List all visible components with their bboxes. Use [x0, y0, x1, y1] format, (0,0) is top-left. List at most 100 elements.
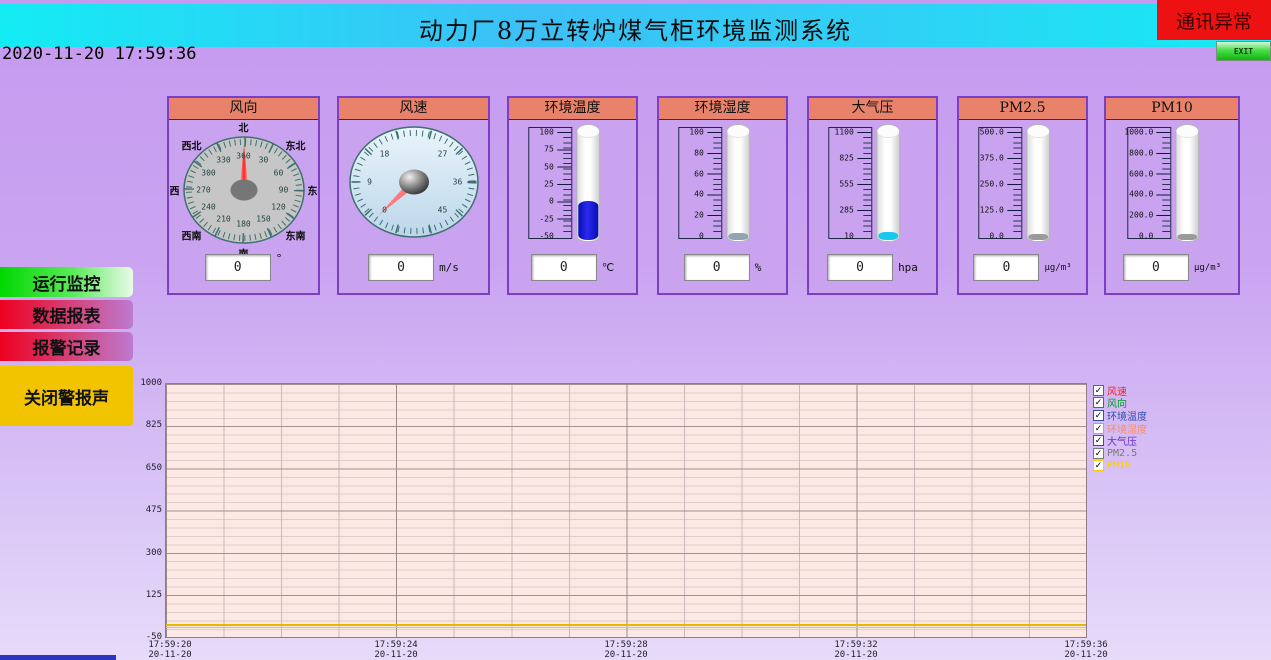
panel-pm25: PM2.5 500.0 375.0 250.0 125.0 0.0 0 μg/m… [957, 96, 1088, 295]
temperature-scale: 100 75 50 25 0 -25 -50 [527, 127, 572, 241]
compass-direction-southwest: 西南 [181, 231, 202, 243]
temperature-value: 0 [530, 254, 597, 281]
legend-item-pm10[interactable]: ✓ PM10 [1093, 460, 1147, 473]
compass-direction-northwest: 西北 [181, 141, 202, 153]
panel-title: 大气压 [809, 98, 936, 120]
humidity-scale: 100 80 60 40 20 0 [677, 127, 722, 241]
pressure-fill [877, 231, 898, 240]
humidity-tube [725, 124, 750, 242]
speed-scale: 9 [367, 177, 372, 187]
panel-wind-direction: 风向 360 30 60 90 120 150 180 210 [167, 96, 320, 295]
compass-direction-east: 东 [307, 186, 318, 198]
pm10-scale: 1000.0 800.0 600.0 400.0 200.0 0.0 [1124, 127, 1172, 241]
y-axis-tick: 125 [145, 590, 162, 600]
wind-direction-compass-gauge: 360 30 60 90 120 150 180 210 240 270 300… [169, 118, 319, 268]
x-axis-tick: 17:59:32 20-11-20 [834, 640, 878, 660]
legend-label: PM10 [1107, 460, 1132, 472]
legend-label: 风向 [1107, 399, 1127, 411]
legend-item-humidity[interactable]: ✓ 环境湿度 [1093, 422, 1147, 436]
tick-marks [556, 132, 571, 234]
y-axis-tick: 825 [145, 420, 162, 430]
wind-speed-unit: m/s [439, 261, 459, 274]
y-axis-tick: 475 [145, 505, 162, 515]
panel-title: 环境温度 [509, 98, 636, 120]
compass-direction-northeast: 东北 [285, 141, 306, 153]
comm-status-button[interactable]: 通讯异常 [1157, 0, 1271, 40]
temperature-tube [575, 124, 600, 242]
legend-checkbox-pm10[interactable]: ✓ [1093, 460, 1104, 472]
panel-humidity: 环境湿度 100 80 60 40 20 0 0 % [657, 96, 788, 295]
wind-direction-value: 0 [204, 254, 271, 281]
compass-direction-southeast: 东南 [285, 231, 306, 243]
sidebar-item-run-monitor[interactable]: 运行监控 [0, 267, 133, 297]
legend-checkbox-humidity[interactable]: ✓ [1093, 422, 1104, 434]
compass-scale: 270 [196, 185, 211, 195]
humidity-value: 0 [683, 254, 750, 281]
compass-scale: 90 [278, 185, 289, 195]
speed-scale: 36 [452, 177, 463, 187]
y-axis-tick: 300 [145, 548, 162, 558]
pm10-tube [1175, 124, 1200, 242]
compass-scale: 330 [216, 155, 231, 165]
pm10-value: 0 [1122, 254, 1189, 281]
pressure-thermometer-gauge: 1100 825 555 285 10 [827, 124, 914, 244]
pm25-value: 0 [973, 254, 1040, 281]
humidity-fill [727, 233, 748, 240]
compass-scale: 150 [256, 214, 271, 224]
legend-item-wind-direction[interactable]: ✓ 风向 [1093, 397, 1147, 410]
x-axis-tick: 17:59:28 20-11-20 [604, 640, 648, 660]
pm10-thermometer-gauge: 1000.0 800.0 600.0 400.0 200.0 0.0 [1124, 124, 1213, 244]
pm25-fill [1027, 234, 1048, 240]
legend-checkbox-wind-direction[interactable]: ✓ [1093, 397, 1104, 409]
compass-scale: 120 [271, 202, 286, 212]
exit-button[interactable]: EXIT [1216, 41, 1271, 61]
legend-item-wind-speed[interactable]: ✓ 风速 [1093, 384, 1147, 398]
legend-item-pressure[interactable]: ✓ 大气压 [1093, 434, 1147, 448]
trend-chart-plot-area[interactable] [165, 383, 1087, 638]
pm25-scale: 500.0 375.0 250.0 125.0 0.0 [977, 127, 1022, 241]
legend-checkbox-pm25[interactable]: ✓ [1093, 447, 1104, 459]
legend-checkbox-wind-speed[interactable]: ✓ [1093, 384, 1104, 396]
speed-hub-icon [398, 169, 429, 195]
y-axis-tick: -50 [145, 632, 162, 642]
humidity-thermometer-gauge: 100 80 60 40 20 0 [677, 124, 764, 244]
page-title: 动力厂8万立转炉煤气柜环境监测系统 [418, 17, 853, 45]
datetime-display: 2020-11-20 17:59:36 [2, 44, 197, 64]
panel-title: PM10 [1106, 98, 1238, 120]
chart-legend: ✓ 风速 ✓ 风向 ✓ 环境温度 ✓ 环境湿度 ✓ 大气压 ✓ PM2.5 ✓ … [1093, 384, 1147, 472]
pressure-scale: 1100 825 555 285 10 [827, 127, 872, 241]
sidebar-item-alarm-log[interactable]: 报警记录 [0, 332, 133, 361]
y-axis-tick: 650 [145, 463, 162, 473]
sidebar-item-data-report[interactable]: 数据报表 [0, 300, 133, 329]
pm10-unit: μg/m³ [1193, 262, 1222, 273]
panel-temperature: 环境温度 100 75 50 25 0 -25 -50 0 ℃ [507, 96, 638, 295]
y-axis-tick: 1000 [140, 378, 162, 388]
legend-checkbox-pressure[interactable]: ✓ [1093, 435, 1104, 447]
legend-label: 环境湿度 [1107, 424, 1147, 436]
panel-pm10: PM10 1000.0 800.0 600.0 400.0 200.0 0.0 … [1104, 96, 1240, 295]
temperature-thermometer-gauge: 100 75 50 25 0 -25 -50 [527, 124, 614, 244]
x-axis-tick: 17:59:36 20-11-20 [1064, 640, 1108, 660]
title-banner: 动力厂8万立转炉煤气柜环境监测系统 [0, 4, 1271, 47]
panel-pressure: 大气压 1100 825 555 285 10 0 hpa [807, 96, 938, 295]
compass-scale: 180 [236, 219, 251, 229]
wind-direction-unit: ° [275, 252, 283, 265]
compass-needle-icon [239, 145, 248, 191]
compass-direction-west: 西 [169, 186, 180, 198]
pm25-tube [1025, 124, 1050, 242]
tick-marks [856, 132, 871, 234]
legend-label: 风速 [1107, 386, 1127, 398]
legend-item-temperature[interactable]: ✓ 环境温度 [1093, 409, 1147, 423]
legend-label: 环境温度 [1107, 411, 1147, 423]
pm25-thermometer-gauge: 500.0 375.0 250.0 125.0 0.0 [977, 124, 1064, 244]
mute-alarm-button[interactable]: 关闭警报声 [0, 366, 133, 426]
tick-marks [706, 132, 721, 234]
pressure-unit: hpa [898, 261, 918, 274]
x-axis-tick: 17:59:24 20-11-20 [374, 640, 418, 660]
legend-checkbox-temperature[interactable]: ✓ [1093, 409, 1104, 421]
window-edge-strip [0, 655, 116, 660]
compass-hub-icon [230, 179, 257, 201]
panel-wind-speed: 风速 0 [337, 96, 490, 295]
legend-item-pm25[interactable]: ✓ PM2.5 [1093, 447, 1147, 460]
